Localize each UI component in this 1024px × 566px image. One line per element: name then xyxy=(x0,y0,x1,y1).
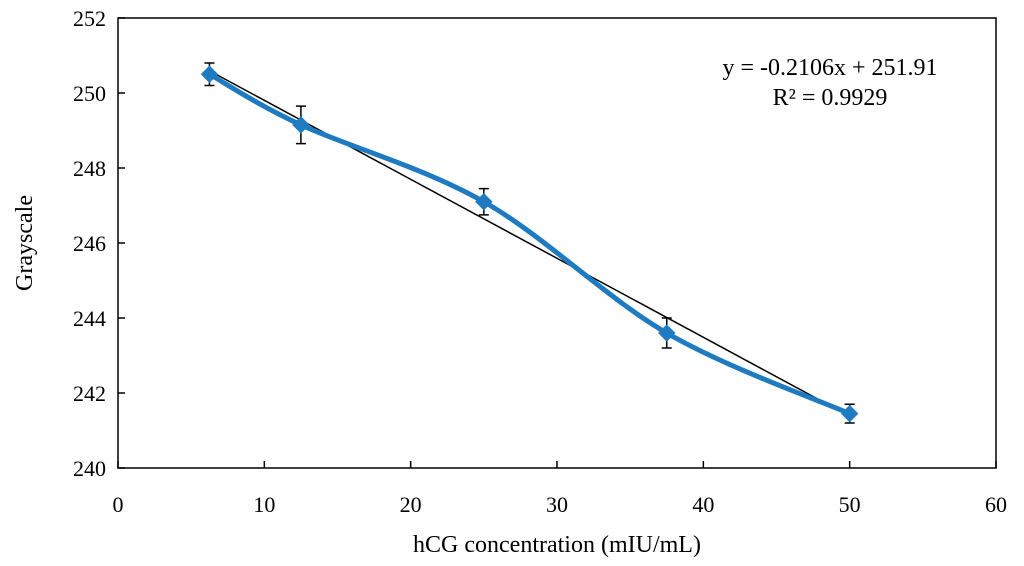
y-tick-label: 252 xyxy=(73,6,106,31)
x-tick-label: 30 xyxy=(546,492,568,517)
y-ticks: 240 242 244 246 248 250 252 xyxy=(73,6,125,481)
y-axis-title: Grayscale xyxy=(12,195,38,291)
trendline-equation: y = -0.2106x + 251.91 xyxy=(722,55,937,81)
y-tick-label: 244 xyxy=(73,306,106,331)
plot-area xyxy=(117,17,997,469)
data-point xyxy=(658,324,676,342)
series-line xyxy=(206,71,853,417)
r-squared-label: R² = 0.9929 xyxy=(773,85,888,111)
data-markers xyxy=(200,65,859,423)
x-tick-label: 0 xyxy=(113,492,124,517)
x-tick-label: 50 xyxy=(839,492,861,517)
y-tick-label: 242 xyxy=(73,381,106,406)
data-point xyxy=(475,193,493,211)
x-ticks: 0 10 20 30 40 50 60 xyxy=(113,461,1007,517)
y-tick-label: 240 xyxy=(73,456,106,481)
data-point xyxy=(200,65,219,83)
trendline xyxy=(209,70,851,417)
data-point xyxy=(840,404,859,423)
y-tick-label: 250 xyxy=(73,81,106,106)
x-tick-label: 20 xyxy=(400,492,422,517)
x-axis-title: hCG concentration (mIU/mL) xyxy=(413,532,701,558)
y-tick-label: 246 xyxy=(73,231,106,256)
x-tick-label: 40 xyxy=(692,492,714,517)
x-tick-label: 60 xyxy=(985,492,1007,517)
error-bars xyxy=(204,62,855,424)
y-tick-label: 248 xyxy=(73,156,106,181)
x-tick-label: 10 xyxy=(253,492,275,517)
data-point xyxy=(292,116,310,134)
